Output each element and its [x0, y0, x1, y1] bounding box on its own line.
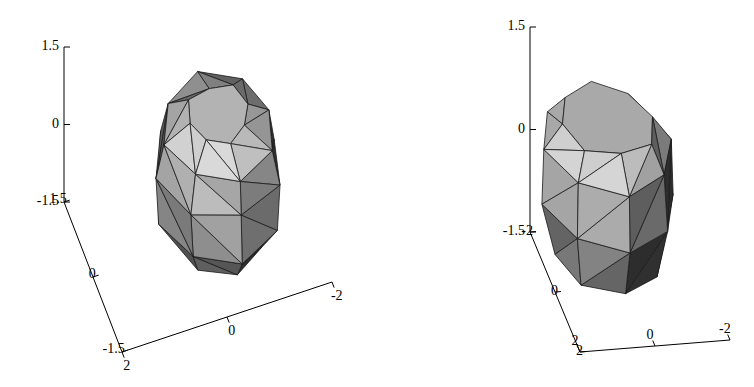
x-axis: [122, 282, 332, 352]
face: [544, 149, 585, 182]
x-axis: [580, 340, 730, 352]
panel: 20-2-202-1.501.5: [503, 18, 731, 358]
tick-label: 1.5: [508, 18, 526, 33]
tick-label: 2: [123, 358, 130, 373]
tick-label: 0: [89, 266, 96, 281]
face: [542, 183, 578, 239]
z-tick: [64, 202, 70, 203]
tick-label: 0: [52, 116, 59, 131]
tick-label: -1.5: [37, 193, 59, 208]
tick-label: 0: [646, 327, 653, 342]
face: [240, 182, 280, 216]
tick-label: -2: [719, 321, 731, 336]
z-tick: [530, 27, 536, 28]
panel: 20-2-1.501.5-1.501.5: [37, 38, 343, 372]
face: [578, 153, 629, 196]
tick-label: 1.5: [42, 38, 60, 53]
face: [555, 239, 581, 286]
z-tick: [64, 124, 70, 125]
figure: 20-2-1.501.5-1.501.520-2-202-1.501.5: [0, 0, 754, 387]
z-tick: [530, 129, 536, 130]
tick-label: -2: [331, 288, 343, 303]
face: [164, 145, 196, 215]
z-tick: [64, 47, 70, 48]
tick-label: 0: [551, 283, 558, 298]
tick-label: 0: [228, 323, 235, 338]
y-axis: [64, 202, 122, 352]
face: [629, 175, 664, 253]
tick-label: -1.5: [503, 223, 525, 238]
solid: [542, 81, 673, 293]
tick-label: 2: [576, 343, 583, 358]
face: [544, 124, 585, 151]
z-tick: [530, 232, 536, 233]
tick-label: 0: [518, 121, 525, 136]
face: [196, 140, 241, 182]
face: [191, 215, 242, 264]
tick-label: -1.5: [103, 341, 125, 356]
solid: [156, 72, 280, 275]
face: [191, 215, 242, 264]
